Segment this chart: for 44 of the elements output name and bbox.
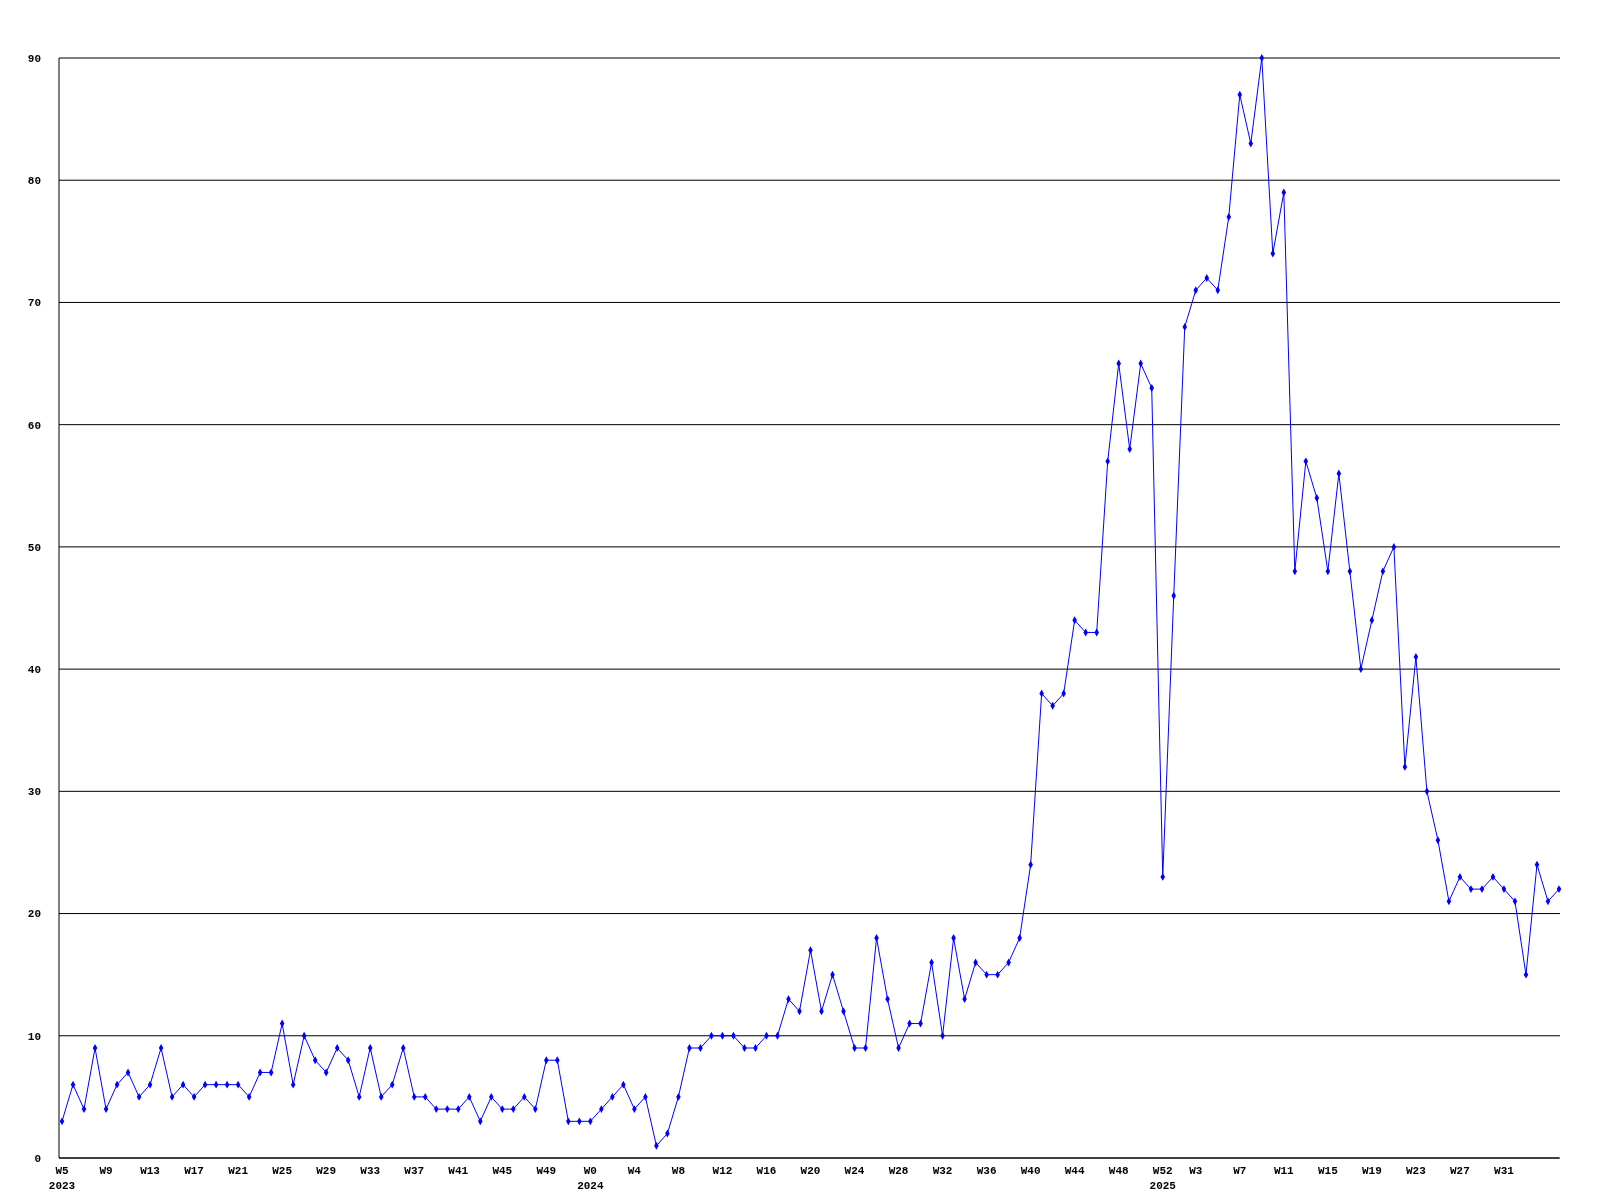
y-tick-label: 10 (27, 1030, 41, 1043)
y-tick-label: 30 (27, 786, 41, 799)
x-tick-label: W28 (888, 1165, 909, 1177)
x-tick-label: W49 (536, 1165, 557, 1177)
y-tick-label: 20 (27, 908, 41, 921)
y-tick-label: 40 (27, 663, 41, 676)
x-tick-label: W29 (316, 1165, 337, 1177)
x-tick-label: W7 (1233, 1165, 1247, 1177)
x-tick-label: W13 (140, 1165, 161, 1177)
x-tick-label: W3 (1189, 1165, 1203, 1177)
y-tick-label: 70 (27, 297, 41, 310)
x-tick-label: W36 (976, 1165, 997, 1177)
x-tick-label: W33 (360, 1165, 381, 1177)
x-tick-label: W12 (712, 1165, 733, 1177)
x-tick-label: W32 (932, 1165, 953, 1177)
x-tick-label: W25 (272, 1165, 293, 1177)
x-tick-label: W0 2024 (577, 1165, 604, 1192)
y-tick-label: 60 (27, 419, 41, 432)
x-tick-label: W17 (184, 1165, 204, 1177)
x-tick-label: W4 (627, 1165, 642, 1177)
x-tick-label: W5 2023 (48, 1165, 76, 1192)
x-tick-label: W21 (228, 1165, 249, 1177)
y-tick-label: 50 (27, 541, 41, 554)
x-tick-label: W11 (1273, 1165, 1295, 1177)
y-tick-label: 0 (34, 1152, 41, 1165)
x-tick-label: W24 (844, 1165, 865, 1177)
x-tick-label: W27 (1450, 1165, 1470, 1177)
x-tick-label: W48 (1108, 1165, 1129, 1177)
x-tick-label: W15 (1317, 1165, 1339, 1177)
y-tick-label: 90 (27, 52, 41, 65)
x-tick-label: W19 (1361, 1165, 1382, 1177)
x-tick-label: W41 (448, 1165, 469, 1177)
x-tick-label: W23 (1406, 1165, 1427, 1177)
x-tick-label: W52 2025 (1149, 1165, 1177, 1192)
y-tick-label: 80 (27, 175, 41, 188)
x-tick-label: W37 (404, 1165, 425, 1177)
x-tick-label: W40 (1020, 1165, 1041, 1177)
x-tick-label: W16 (756, 1165, 777, 1177)
x-tick-label: W31 (1494, 1165, 1515, 1177)
x-tick-label: W8 (671, 1165, 686, 1177)
x-tick-label: W9 (99, 1165, 113, 1177)
x-tick-label: W45 (492, 1165, 513, 1177)
x-tick-label: W20 (800, 1165, 821, 1177)
x-tick-label: W44 (1064, 1165, 1085, 1177)
